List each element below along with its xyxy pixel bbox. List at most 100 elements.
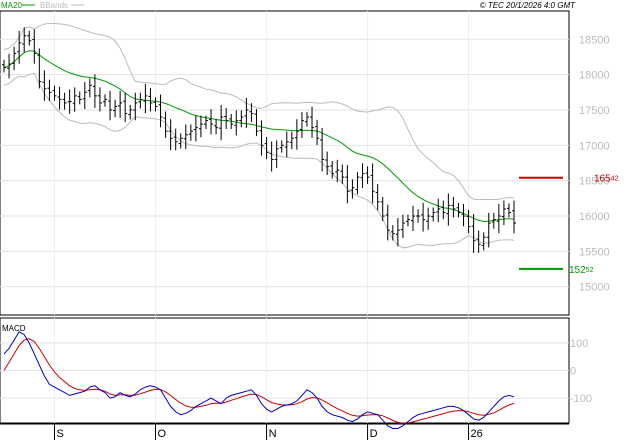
ohlc-bar (7, 53, 12, 79)
x-tick-label: 26 (471, 428, 483, 440)
ohlc-bar (102, 94, 107, 107)
ohlc-bar (446, 193, 451, 226)
ohlc-bar (229, 113, 234, 130)
ohlc-bar (158, 94, 163, 128)
price-panel: 18500 18000 17500 17000 16500 16000 15500 15000… (0, 10, 619, 316)
ohlc-bar (385, 204, 390, 241)
ohlc-bar (72, 87, 77, 112)
ohlc-bar (264, 136, 269, 160)
ohlc-bar (113, 99, 118, 118)
ohlc-bar (411, 205, 416, 231)
ohlc-bar (471, 214, 476, 253)
ohlc-bar (173, 128, 178, 151)
ohlc-bar (421, 202, 426, 232)
ohlc-bar (249, 103, 254, 122)
ohlc-bar (405, 214, 410, 227)
ohlc-bar (370, 163, 375, 204)
support-label: 15252 (569, 265, 594, 276)
macd-panel: 100 0 -100 MACD (0, 317, 592, 429)
ohlc-bar (108, 90, 113, 121)
ohlc-bar (234, 110, 239, 136)
ohlc-bar (224, 107, 229, 130)
x-axis: S O N D 26 (0, 423, 569, 440)
ohlc-bar (163, 111, 168, 138)
ohlc-bar (340, 164, 345, 184)
ma20-line (3, 50, 515, 223)
legend-ma20: MA20 (1, 1, 22, 10)
ohlc-bar (335, 159, 340, 183)
ohlc-bar (17, 30, 22, 64)
ohlc-bar (138, 92, 143, 109)
ohlc-bar (37, 48, 42, 89)
price-y-tick-label: 18500 (579, 34, 610, 46)
x-tick-label: O (157, 428, 166, 440)
ohlc-bar (244, 97, 249, 128)
ohlc-bar (481, 232, 486, 251)
ohlc-bar (219, 105, 224, 141)
ohlc-bar (77, 91, 82, 105)
x-tick-label: S (56, 428, 63, 440)
ohlc-bar (133, 92, 138, 121)
ohlc-bar (254, 109, 259, 137)
ohlc-bar (451, 196, 456, 218)
legend-bbands: BBands (40, 1, 68, 10)
ohlc-bar (304, 112, 309, 127)
ohlc-bar (168, 119, 173, 151)
ohlc-bar (365, 166, 370, 184)
ohlc-bar (456, 202, 461, 218)
ohlc-bar (436, 198, 441, 223)
ohlc-bar (299, 112, 304, 138)
ohlc-bar (284, 131, 289, 158)
ohlc-bar (47, 79, 52, 101)
ohlc-bar (355, 172, 360, 195)
ohlc-bar (82, 82, 87, 110)
ohlc-bar (153, 97, 158, 112)
resistance-label: 16542 (594, 174, 619, 185)
ohlc-bar (118, 90, 123, 118)
ohlc-bar (178, 133, 183, 149)
ohlc-bar (476, 230, 481, 253)
ohlc-bar (416, 209, 421, 223)
ohlc-bar (97, 87, 102, 112)
ohlc-bar (294, 119, 299, 150)
ohlc-bar (315, 119, 320, 145)
ohlc-bar (269, 141, 274, 172)
ohlc-bar (123, 92, 128, 122)
ohlc-bar (486, 212, 491, 248)
ohlc-bar (198, 115, 203, 138)
x-tick-label: N (269, 428, 277, 440)
ohlc-bar (12, 46, 17, 71)
ohlc-bar (466, 209, 471, 234)
price-y-tick-label: 17000 (579, 140, 610, 152)
ohlc-bar (183, 124, 188, 150)
macd-title: MACD (2, 324, 26, 333)
ohlc-bar (441, 200, 446, 220)
ohlc-bar (42, 70, 47, 101)
ohlc-bar (461, 203, 466, 227)
ohlc-bar (426, 207, 431, 230)
ohlc-bar (390, 225, 395, 241)
ohlc-bar (203, 115, 208, 130)
price-vertical-gridlines (53, 11, 470, 315)
ohlc-bar (239, 110, 244, 128)
ohlc-bar (320, 127, 325, 172)
bollinger-lower-band (3, 72, 515, 249)
ohlc-bar (395, 218, 400, 247)
ohlc-bar (431, 207, 436, 222)
price-y-axis: 18500 18000 17500 17000 16500 16000 15500 15000 (579, 34, 610, 293)
price-y-tick-label: 15500 (579, 246, 610, 258)
ohlc-bar (289, 131, 294, 150)
ohlc-bar (143, 83, 148, 114)
ohlc-bar (193, 115, 198, 142)
ohlc-bar (22, 27, 27, 53)
ohlc-bar (27, 30, 32, 46)
ohlc-bar (62, 92, 67, 110)
macd-line (3, 331, 515, 429)
ohlc-bar (148, 87, 153, 112)
ohlc-bar (491, 212, 496, 229)
ohlc-bar (214, 119, 219, 135)
macd-y-axis: 100 0 -100 (570, 338, 592, 405)
ohlc-bar (350, 179, 355, 199)
copyright: © TEC 20/1/2026 4:0 GMT (480, 1, 576, 10)
